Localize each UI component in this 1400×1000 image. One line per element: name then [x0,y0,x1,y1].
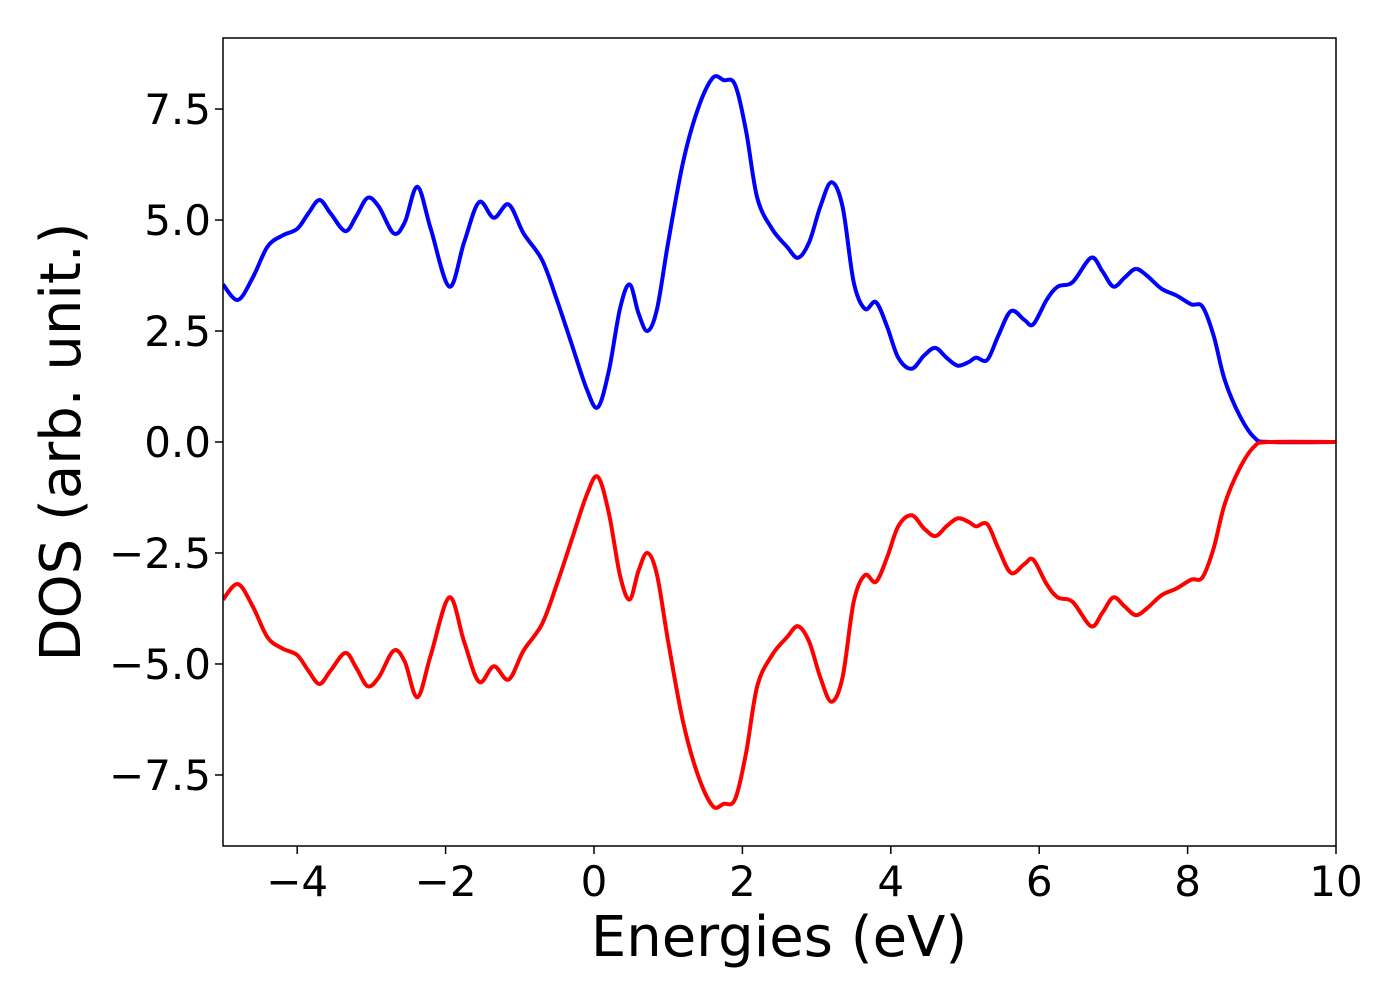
y-tick-label: −5.0 [109,640,211,689]
x-tick-label: −4 [266,857,328,906]
x-tick-label: 2 [729,857,756,906]
x-tick-label: 8 [1174,857,1201,906]
x-tick-label: 0 [581,857,608,906]
plot-area [223,38,1336,846]
y-tick-label: −2.5 [109,529,211,578]
y-tick-label: 5.0 [144,196,211,245]
x-axis-label: Energies (eV) [591,905,967,970]
x-tick-label: 10 [1309,857,1362,906]
y-axis-ticks: 7.5 5.0 2.5 0.0 −2.5 −5.0 −7.5 [109,85,223,800]
y-axis-label: DOS (arb. unit.) [29,222,94,661]
x-tick-label: −2 [415,857,477,906]
x-tick-label: 4 [877,857,904,906]
x-tick-label: 6 [1026,857,1053,906]
y-tick-label: 7.5 [144,85,211,134]
y-tick-label: 2.5 [144,307,211,356]
series-layer [223,74,1336,810]
y-tick-label: −7.5 [109,751,211,800]
y-tick-label: 0.0 [144,418,211,467]
series-line-1 [223,74,1336,445]
series-line-2 [223,439,1336,810]
x-axis-ticks: −4 −2 0 2 4 6 8 10 [266,846,1363,906]
